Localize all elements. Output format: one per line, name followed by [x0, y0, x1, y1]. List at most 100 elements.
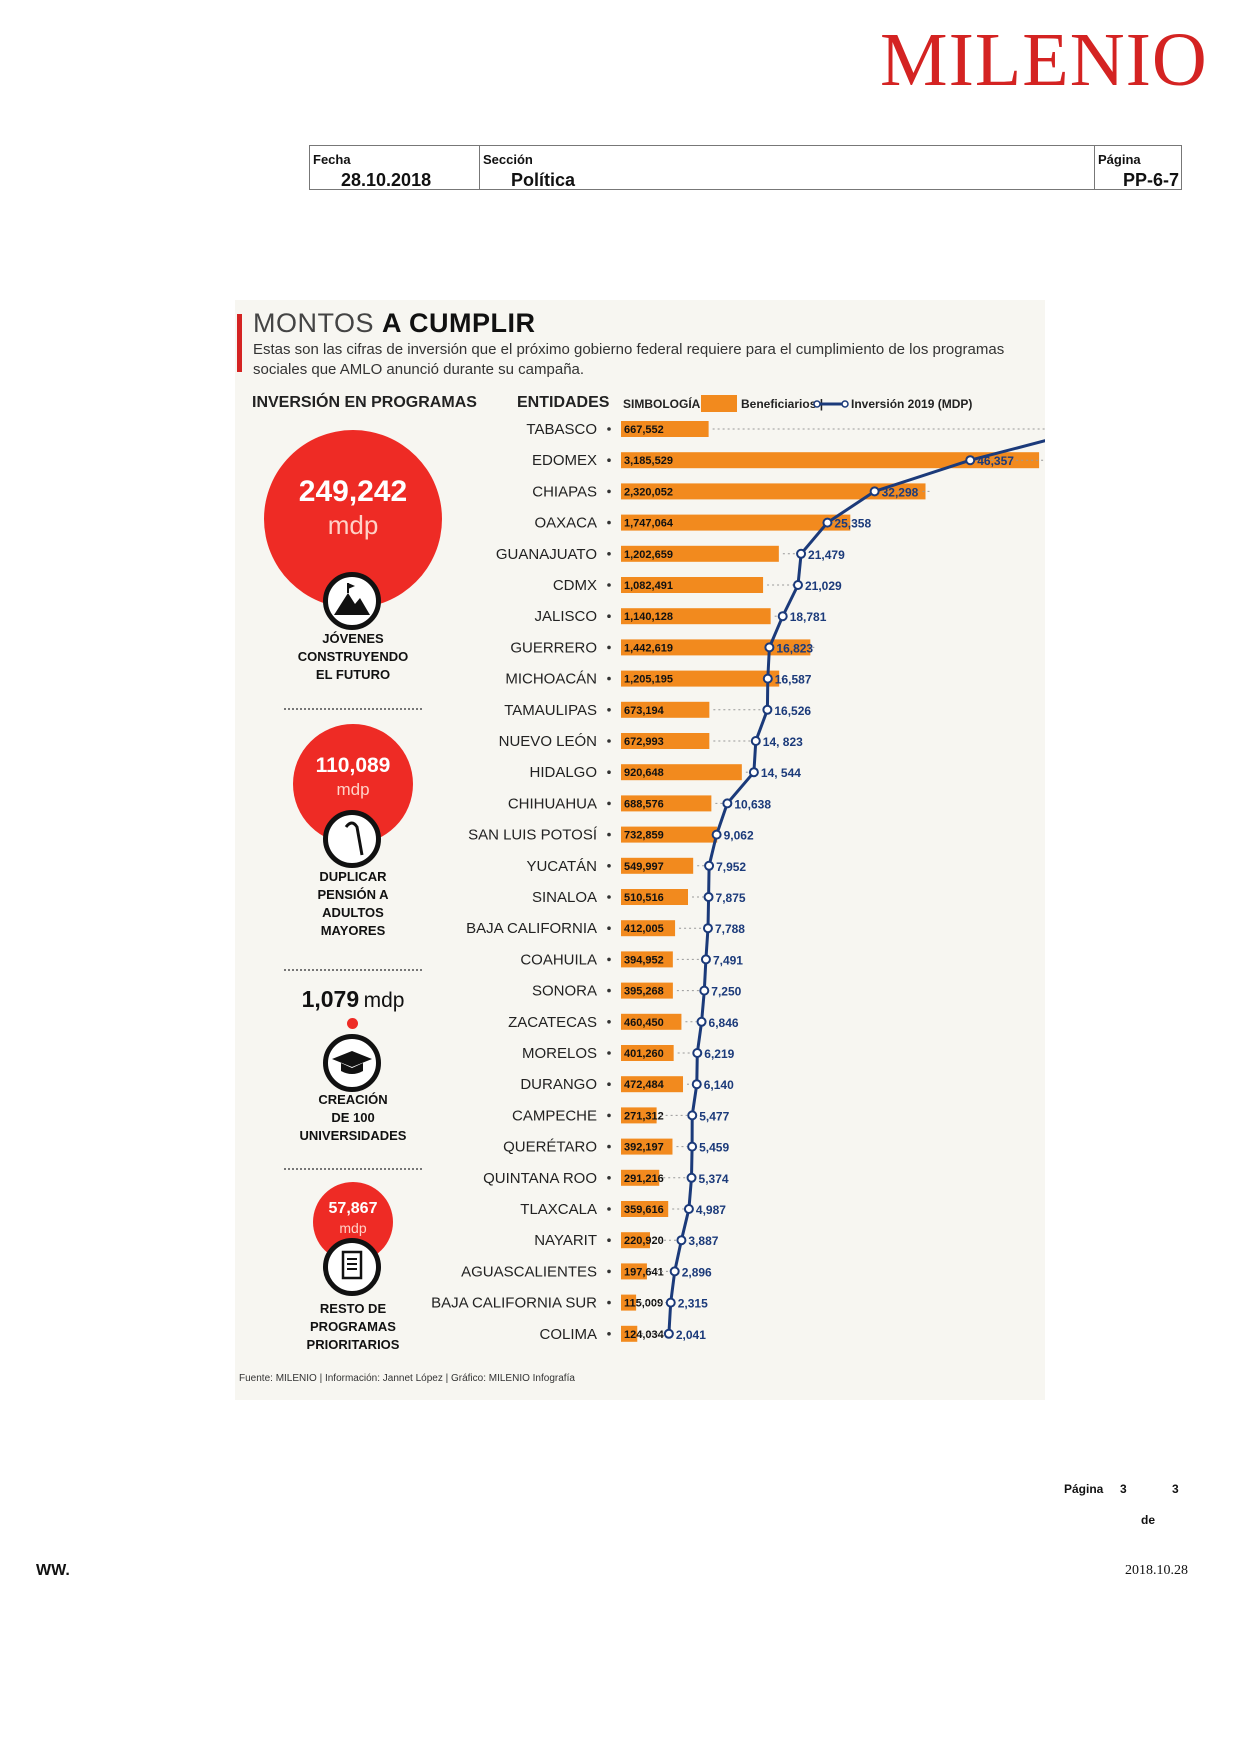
infographic-subtitle: Estas son las cifras de inversión que el…: [253, 341, 1005, 378]
program-label-line: UNIVERSIDADES: [299, 1128, 407, 1143]
investment-point: [663, 1328, 674, 1339]
beneficiaries-label: 1,082,491: [624, 580, 673, 592]
investment-label: 4,987: [696, 1203, 726, 1217]
state-label: SONORA: [532, 983, 597, 1000]
state-bullet: [607, 552, 611, 556]
investment-label: 6,846: [709, 1016, 739, 1030]
state-bullet: [607, 1113, 611, 1118]
beneficiaries-bar: [621, 1263, 647, 1280]
state-label: BAJA CALIFORNIA SUR: [431, 1295, 597, 1312]
investment-label: 21,029: [805, 579, 842, 593]
beneficiaries-bar: [621, 1045, 674, 1061]
state-bullet: [607, 614, 611, 618]
state-label: CDMX: [553, 577, 597, 594]
investment-point: [692, 1048, 703, 1058]
investment-label: 2,041: [676, 1328, 706, 1342]
program-label: CREACIÓN DE 100 UNIVERSIDADES: [253, 1091, 453, 1145]
title-accent-bar: [237, 314, 242, 372]
beneficiaries-bar: [621, 951, 673, 968]
beneficiaries-label: 394,952: [624, 954, 664, 966]
investment-label: 7,788: [715, 922, 745, 936]
state-bullet: [607, 1082, 611, 1086]
state-label: CHIHUAHUA: [508, 795, 597, 812]
beneficiaries-bar: [621, 857, 694, 874]
beneficiaries-bar: [621, 452, 1040, 469]
beneficiaries-bar: [621, 545, 779, 562]
investment-label: 25,358: [834, 517, 871, 531]
program-amount: 1,079: [301, 986, 360, 1012]
investment-label: 16,587: [775, 673, 812, 687]
investment-label: 21,479: [808, 548, 845, 562]
investment-line: [667, 439, 1045, 1334]
investment-point: [965, 455, 976, 466]
divider: [284, 708, 422, 710]
investment-label: 2,896: [682, 1265, 712, 1279]
state-label: CHIAPAS: [532, 483, 597, 500]
investment-point: [796, 548, 807, 559]
beneficiaries-bar: [621, 670, 780, 687]
investment-label: 14, 544: [761, 766, 801, 780]
program-label: DUPLICAR PENSIÓN A ADULTOS MAYORES: [253, 868, 453, 940]
state-label: SAN LUIS POTOSÍ: [468, 827, 598, 844]
legend-bars-label: Beneficiarios |: [741, 397, 824, 411]
investment-point: [683, 1204, 694, 1214]
state-bullet: [607, 1051, 611, 1055]
beneficiaries-bar: [621, 795, 712, 812]
legend-bar-swatch: [701, 395, 737, 412]
beneficiaries-bar: [621, 826, 718, 843]
investment-label: 7,250: [711, 985, 741, 999]
program-label-line: RESTO DE: [319, 1301, 387, 1316]
beneficiaries-bar: [621, 421, 709, 437]
seccion-value: Política: [511, 170, 576, 190]
beneficiaries-label: 1,747,064: [624, 518, 674, 530]
source-note: Fuente: MILENIO | Información: Jannet Ló…: [239, 1373, 575, 1384]
state-label: GUERRERO: [510, 639, 597, 656]
beneficiaries-label: 401,260: [624, 1048, 664, 1060]
title-bold: A CUMPLIR: [382, 308, 536, 338]
footer-ww: WW.: [36, 1562, 70, 1579]
footer-page-total: 3: [1172, 1482, 1179, 1496]
program-label-line: PRIORITARIOS: [306, 1337, 400, 1352]
state-bullet: [607, 832, 611, 837]
title-light: MONTOS: [253, 308, 375, 338]
beneficiaries-label: 271,312: [624, 1110, 664, 1122]
program-label-line: JÓVENES: [322, 631, 384, 646]
program-amount: 249,242: [298, 475, 408, 508]
state-label: COLIMA: [539, 1326, 597, 1343]
beneficiaries-label: 673,194: [624, 705, 665, 717]
state-label: MORELOS: [522, 1045, 597, 1062]
investment-point: [722, 798, 733, 809]
program-label-line: DUPLICAR: [319, 869, 387, 884]
beneficiaries-label: 220,920: [624, 1235, 664, 1247]
document-icon: [323, 1238, 381, 1296]
seccion-label: Sección: [483, 152, 533, 167]
amount-dot: [347, 1018, 358, 1029]
beneficiaries-label: 549,997: [624, 861, 664, 873]
pagina-label: Página: [1098, 152, 1141, 167]
state-bullet: [607, 926, 611, 930]
program-label-line: PENSIÓN A: [317, 887, 389, 902]
beneficiaries-label: 1,442,619: [624, 642, 673, 654]
investment-label: 5,477: [699, 1109, 729, 1123]
investment-point: [792, 580, 803, 590]
beneficiaries-label: 359,616: [624, 1204, 664, 1216]
program-label-line: CREACIÓN: [318, 1092, 388, 1107]
beneficiaries-bar: [621, 1232, 650, 1249]
state-bullet: [607, 458, 611, 462]
beneficiaries-bar: [621, 889, 689, 905]
program-amount: 57,867: [328, 1200, 378, 1217]
beneficiaries-label: 472,484: [624, 1079, 665, 1091]
investment-point: [687, 1110, 698, 1121]
state-label: TABASCO: [526, 421, 597, 438]
fecha-value: 28.10.2018: [341, 170, 432, 190]
state-bullet: [607, 739, 611, 743]
beneficiaries-label: 510,516: [624, 892, 664, 904]
beneficiaries-label: 412,005: [624, 923, 664, 935]
investment-point: [764, 642, 775, 653]
investment-point: [822, 517, 833, 528]
beneficiaries-bar: [621, 1138, 673, 1155]
beneficiaries-bar: [621, 639, 811, 656]
state-label: GUANAJUATO: [496, 546, 597, 563]
legend-label: SIMBOLOGÍA:: [623, 397, 705, 411]
investment-point: [700, 954, 711, 965]
